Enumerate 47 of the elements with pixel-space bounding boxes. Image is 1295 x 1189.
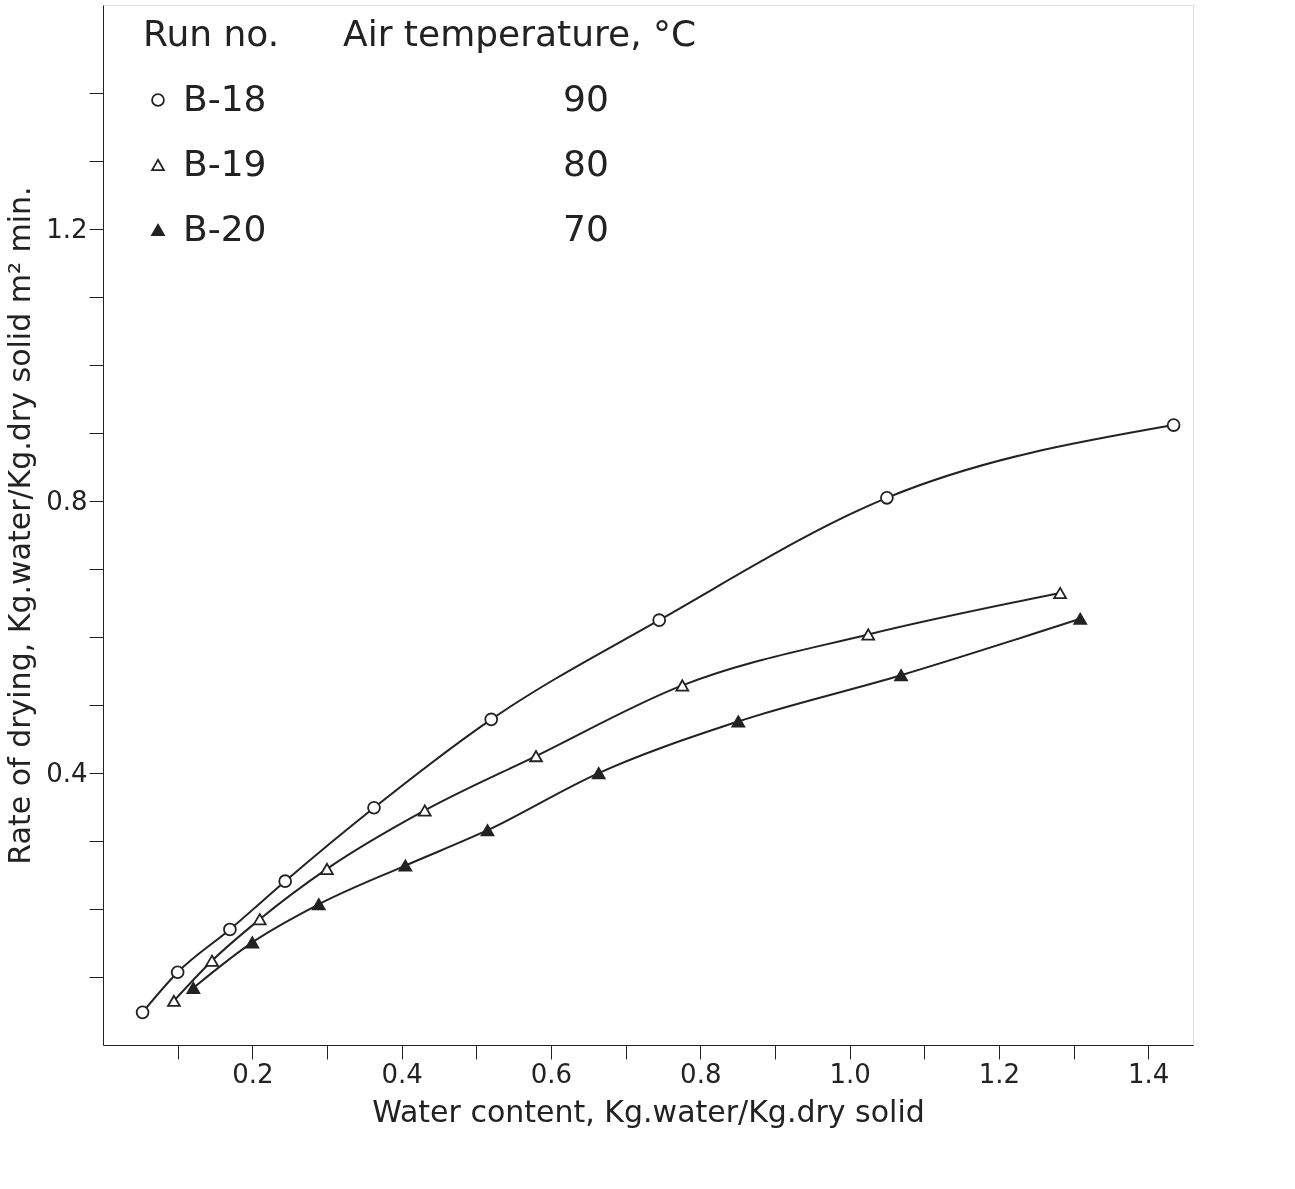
point [1053,586,1067,599]
annotation: 80 [563,143,609,184]
point [320,862,334,875]
point [675,679,690,692]
point [167,994,181,1007]
legend-label: B-20 [183,208,267,249]
annotation: Air temperature, °C [343,13,697,54]
point [652,613,667,627]
x-tick-label: 0.6 [530,1058,573,1089]
y-tick-label: 0.8 [46,485,88,516]
x-tick-label: 1.4 [1128,1058,1170,1089]
point [278,874,292,888]
point [894,669,908,682]
x-tick-label: 1.2 [978,1058,1021,1089]
x-axis-title: Water content, Kg.water/Kg.dry solid [372,1093,925,1129]
point [170,965,185,980]
y-tick-label: 0.4 [46,757,88,788]
legend-title: Run no. [143,13,280,54]
annotation: 70 [563,208,609,249]
point [417,804,432,817]
point [529,750,543,763]
point [252,913,267,926]
x-tick-label: 0.2 [232,1058,274,1089]
legend-label: B-18 [183,78,267,119]
x-tick-label: 0.8 [680,1058,722,1089]
y-axis-title: Rate of drying, Kg.water/Kg.dry solid m² min. [2,186,38,865]
point [731,715,746,728]
point [311,898,326,911]
annotation: 90 [563,78,609,119]
point [245,936,260,949]
point [135,1005,150,1020]
point [223,922,237,937]
point [398,859,413,872]
point [367,800,381,815]
point [1166,418,1181,432]
point [484,712,499,727]
point [1073,612,1088,625]
point [480,824,495,837]
legend-label: B-19 [183,143,267,184]
x-tick-label: 1.0 [829,1058,871,1089]
x-tick-label: 0.4 [381,1058,423,1089]
point [205,954,219,967]
point [861,628,876,641]
point [186,981,201,994]
y-tick-label: 1.2 [46,213,88,244]
point [591,767,606,780]
point [880,491,894,505]
